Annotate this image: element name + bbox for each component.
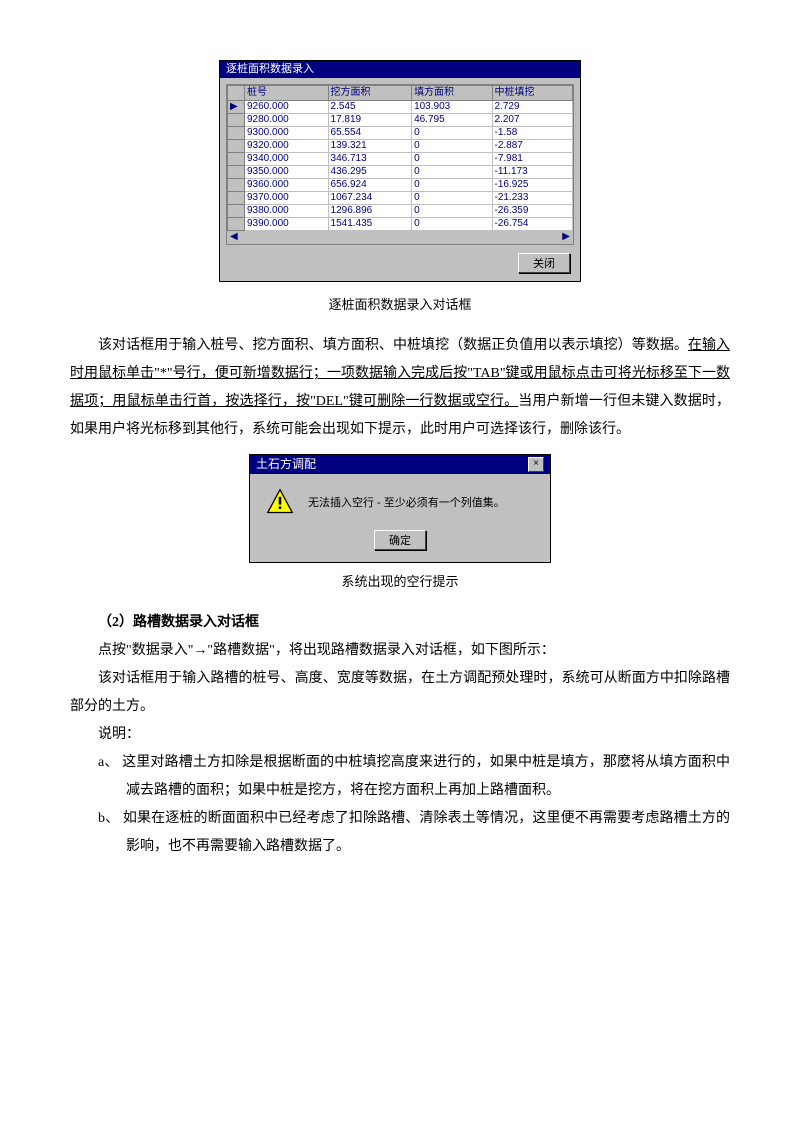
column-header: 挖方面积 bbox=[328, 86, 412, 101]
table-row[interactable]: 9320.000139.3210-2.887 bbox=[228, 140, 573, 153]
notes-list: a、 这里对路槽土方扣除是根据断面的中桩填挖高度来进行的，如果中桩是填方，那麽将… bbox=[70, 749, 730, 861]
caption-1: 逐桩面积数据录入对话框 bbox=[70, 292, 730, 318]
paragraph-2a: 点按"数据录入"→"路槽数据"，将出现路槽数据录入对话框，如下图所示： bbox=[70, 637, 730, 665]
column-header: 中桩填挖 bbox=[492, 86, 572, 101]
table-row[interactable]: 9370.0001067.2340-21.233 bbox=[228, 192, 573, 205]
table-row[interactable]: 9390.0001541.4350-26.754 bbox=[228, 218, 573, 231]
list-item: a、 这里对路槽土方扣除是根据断面的中桩填挖高度来进行的，如果中桩是填方，那麽将… bbox=[98, 749, 730, 805]
ok-button[interactable]: 确定 bbox=[374, 530, 426, 550]
table-row[interactable]: 9300.00065.5540-1.58 bbox=[228, 127, 573, 140]
area-input-dialog: 逐桩面积数据录入 桩号挖方面积填方面积中桩填挖 ▶9260.0002.54510… bbox=[219, 60, 581, 282]
close-icon[interactable]: × bbox=[528, 457, 544, 472]
table-row[interactable]: 9350.000436.2950-11.173 bbox=[228, 166, 573, 179]
close-button[interactable]: 关闭 bbox=[518, 253, 570, 273]
table-row[interactable]: 9340.000346.7130-7.981 bbox=[228, 153, 573, 166]
section-2-heading: （2）路槽数据录入对话框 bbox=[70, 609, 730, 637]
column-header: 填方面积 bbox=[412, 86, 492, 101]
paragraph-2c: 说明： bbox=[70, 721, 730, 749]
data-grid[interactable]: 桩号挖方面积填方面积中桩填挖 ▶9260.0002.545103.9032.72… bbox=[226, 84, 574, 245]
dialog-title: 逐桩面积数据录入 bbox=[226, 63, 314, 75]
warning-message: 无法插入空行 - 至少必须有一个列值集。 bbox=[308, 497, 505, 510]
column-header: 桩号 bbox=[245, 86, 329, 101]
warning-icon bbox=[266, 488, 294, 519]
table-row[interactable]: 9360.000656.9240-16.925 bbox=[228, 179, 573, 192]
table-row[interactable]: ▶9260.0002.545103.9032.729 bbox=[228, 101, 573, 114]
dialog-titlebar: 逐桩面积数据录入 bbox=[220, 61, 580, 78]
warning-title: 土石方调配 bbox=[256, 457, 316, 471]
paragraph-2b: 该对话框用于输入路槽的桩号、高度、宽度等数据，在土方调配预处理时，系统可从断面方… bbox=[70, 665, 730, 721]
warning-titlebar: 土石方调配 × bbox=[250, 455, 550, 474]
table-row[interactable]: 9280.00017.81946.7952.207 bbox=[228, 114, 573, 127]
paragraph-1: 该对话框用于输入桩号、挖方面积、填方面积、中桩填挖（数据正负值用以表示填挖）等数… bbox=[70, 332, 730, 444]
caption-2: 系统出现的空行提示 bbox=[70, 569, 730, 595]
warning-dialog: 土石方调配 × 无法插入空行 - 至少必须有一个列值集。 确定 bbox=[249, 454, 551, 562]
list-item: b、 如果在逐桩的断面面积中已经考虑了扣除路槽、清除表土等情况，这里便不再需要考… bbox=[98, 805, 730, 861]
table-row[interactable]: 9380.0001296.8960-26.359 bbox=[228, 205, 573, 218]
